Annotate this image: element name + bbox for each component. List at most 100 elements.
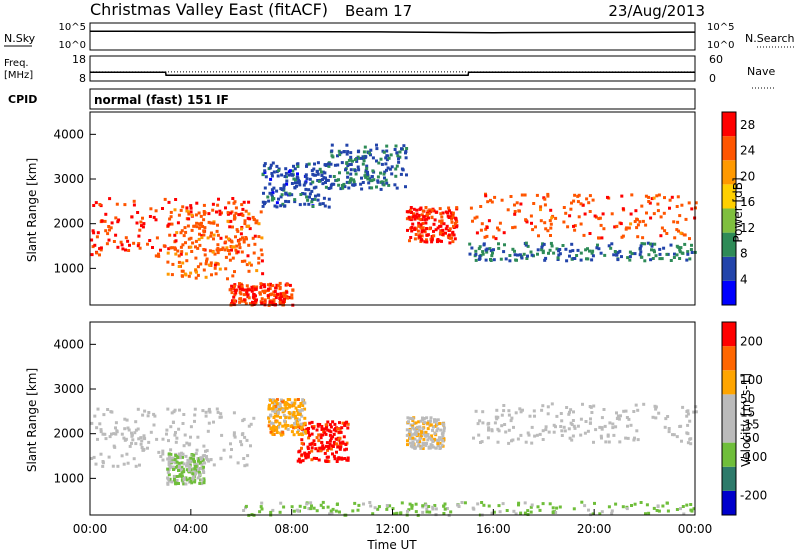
freq-label-2: [MHz] bbox=[4, 70, 33, 81]
range-time-cell bbox=[451, 231, 455, 235]
velocity-colorbar-label: Velocity [m s-1] bbox=[739, 373, 753, 467]
range-time-cell bbox=[539, 205, 543, 209]
range-time-cell bbox=[174, 481, 178, 485]
range-time-cell bbox=[288, 192, 292, 196]
range-time-cell bbox=[234, 291, 238, 295]
range-time-cell bbox=[507, 428, 511, 432]
range-time-cell bbox=[204, 410, 208, 414]
range-time-cell bbox=[231, 197, 235, 200]
range-time-cell bbox=[274, 286, 278, 290]
range-time-cell bbox=[321, 178, 324, 182]
range-time-cell bbox=[647, 200, 651, 203]
range-time-cell bbox=[610, 212, 614, 216]
range-time-cell bbox=[193, 462, 197, 466]
range-time-cell bbox=[349, 178, 352, 182]
range-time-cell bbox=[395, 151, 399, 155]
range-time-cell bbox=[636, 235, 640, 239]
range-time-cell bbox=[287, 411, 291, 414]
range-time-cell bbox=[138, 463, 141, 467]
range-time-cell bbox=[319, 449, 323, 453]
range-time-cell bbox=[469, 206, 473, 210]
range-time-cell bbox=[655, 509, 659, 512]
range-time-cell bbox=[546, 405, 550, 409]
range-time-cell bbox=[291, 415, 295, 419]
range-time-cell bbox=[274, 399, 278, 403]
range-time-cell bbox=[270, 300, 274, 304]
range-time-cell bbox=[198, 226, 202, 230]
range-time-cell bbox=[184, 230, 188, 234]
range-time-cell bbox=[90, 457, 94, 460]
colorbar-tick-label: 28 bbox=[740, 118, 755, 132]
range-time-cell bbox=[530, 441, 534, 445]
range-time-cell bbox=[669, 259, 673, 262]
range-time-cell bbox=[161, 207, 164, 210]
range-time-cell bbox=[96, 231, 100, 235]
range-time-cell bbox=[279, 295, 283, 299]
range-time-cell bbox=[592, 440, 595, 444]
range-time-cell bbox=[385, 144, 389, 148]
range-time-cell bbox=[549, 226, 553, 230]
range-time-cell bbox=[582, 233, 586, 237]
range-time-cell bbox=[484, 227, 488, 231]
range-time-cell bbox=[439, 428, 443, 432]
range-time-cell bbox=[204, 414, 208, 418]
range-time-cell bbox=[647, 253, 651, 257]
range-time-cell bbox=[180, 250, 184, 254]
range-time-cell bbox=[257, 256, 261, 260]
range-time-cell bbox=[258, 291, 262, 295]
range-time-cell bbox=[414, 502, 418, 506]
range-time-cell bbox=[529, 250, 533, 254]
range-time-cell bbox=[626, 436, 630, 440]
range-time-cell bbox=[640, 242, 644, 246]
range-time-cell bbox=[547, 430, 551, 434]
range-time-cell bbox=[94, 462, 98, 466]
range-time-cell bbox=[320, 440, 324, 444]
range-time-cell bbox=[255, 269, 259, 273]
range-time-cell bbox=[233, 283, 237, 287]
range-time-cell bbox=[368, 186, 372, 190]
range-time-cell bbox=[479, 205, 483, 208]
range-time-cell bbox=[444, 231, 447, 235]
range-time-cell bbox=[173, 233, 177, 237]
range-time-cell bbox=[188, 476, 192, 480]
range-time-cell bbox=[318, 446, 322, 450]
range-time-cell bbox=[282, 505, 286, 509]
range-time-cell bbox=[270, 193, 274, 197]
range-time-cell bbox=[304, 173, 308, 177]
range-time-cell bbox=[487, 219, 491, 223]
range-time-cell bbox=[436, 226, 440, 230]
range-time-cell bbox=[259, 505, 263, 509]
range-time-cell bbox=[477, 433, 481, 437]
range-time-cell bbox=[425, 240, 429, 244]
range-time-cell bbox=[228, 225, 232, 229]
range-time-cell bbox=[565, 406, 569, 409]
range-time-cell bbox=[127, 249, 131, 252]
range-time-cell bbox=[549, 208, 553, 212]
range-time-cell bbox=[581, 402, 584, 406]
range-time-cell bbox=[268, 420, 272, 424]
range-time-cell bbox=[554, 216, 558, 220]
range-time-cell bbox=[147, 411, 151, 414]
range-time-cell bbox=[413, 237, 417, 241]
range-time-cell bbox=[364, 175, 368, 179]
range-time-cell bbox=[279, 292, 283, 296]
range-time-cell bbox=[91, 229, 95, 233]
range-time-cell bbox=[422, 442, 426, 446]
range-time-cell bbox=[651, 415, 655, 419]
colorbar-swatch bbox=[722, 370, 736, 395]
range-time-cell bbox=[132, 199, 136, 203]
range-time-cell bbox=[672, 256, 676, 259]
range-time-cell bbox=[212, 463, 216, 467]
range-time-cell bbox=[312, 506, 316, 510]
range-time-cell bbox=[101, 432, 105, 436]
range-time-cell bbox=[231, 245, 235, 249]
range-time-cell bbox=[166, 476, 170, 480]
range-time-cell bbox=[185, 478, 189, 482]
range-time-cell bbox=[571, 434, 575, 438]
range-time-cell bbox=[438, 239, 442, 243]
range-time-cell bbox=[382, 150, 386, 154]
range-time-cell bbox=[343, 185, 347, 189]
range-time-cell bbox=[159, 248, 162, 252]
velocity-y-axis-label: Slant Range [km] bbox=[25, 368, 39, 472]
range-time-cell bbox=[549, 241, 553, 245]
